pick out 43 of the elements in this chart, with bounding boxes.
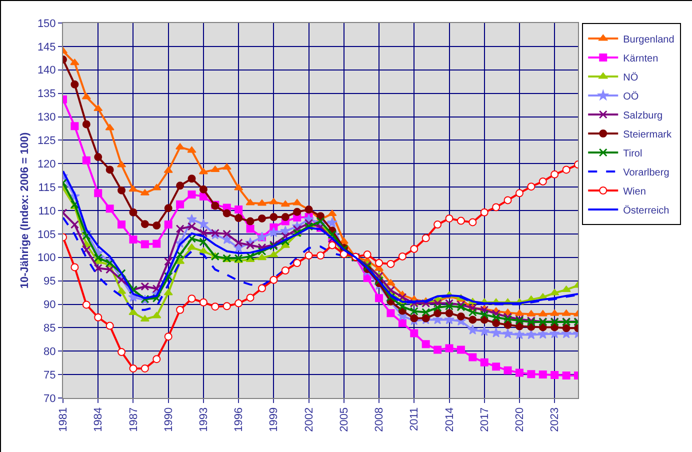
legend-label: Salzburg <box>623 110 663 122</box>
x-tick-label: 2014 <box>444 407 456 432</box>
legend-label: NÖ <box>623 71 638 84</box>
legend-label: Vorarlberg <box>623 167 670 178</box>
y-tick-label: 110 <box>38 205 56 218</box>
y-tick-label: 115 <box>38 182 56 194</box>
y-axis-title: 10-Jährige (Index: 2006 = 100) <box>19 132 32 289</box>
legend-label: Steiermark <box>623 129 672 140</box>
x-tick-label: 2017 <box>478 407 491 432</box>
legend-label: OÖ <box>623 90 639 102</box>
legend-label: Wien <box>623 186 646 198</box>
y-tick-label: 95 <box>44 276 56 288</box>
y-tick-label: 125 <box>37 135 56 148</box>
y-tick-label: 100 <box>37 252 56 264</box>
y-tick-label: 130 <box>37 112 56 124</box>
x-tick-label: 1996 <box>233 407 246 432</box>
y-tick-label: 145 <box>37 41 56 54</box>
x-tick-label: 1990 <box>162 407 175 432</box>
legend-label: Tirol <box>623 148 642 160</box>
y-tick-label: 135 <box>37 88 56 100</box>
y-tick-label: 140 <box>37 64 56 77</box>
x-tick-label: 2005 <box>338 407 350 432</box>
y-tick-label: 120 <box>37 158 56 170</box>
x-tick-label: 1999 <box>268 407 280 432</box>
x-tick-label: 1993 <box>198 407 210 432</box>
y-tick-label: 105 <box>37 228 56 241</box>
legend-label: Kärnten <box>623 53 658 64</box>
y-tick-label: 150 <box>37 18 56 30</box>
y-tick-label: 85 <box>44 322 56 335</box>
y-tick-label: 75 <box>44 369 56 382</box>
x-tick-label: 2020 <box>514 407 526 432</box>
x-tick-label: 2011 <box>408 407 421 432</box>
x-tick-label: 1981 <box>58 407 70 432</box>
y-tick-label: 80 <box>44 346 56 358</box>
y-tick-label: 90 <box>44 299 56 312</box>
x-tick-label: 2002 <box>303 407 316 432</box>
y-tick-label: 70 <box>44 392 56 405</box>
legend-label: Burgenland <box>623 34 674 46</box>
x-tick-label: 2023 <box>549 407 562 432</box>
legend-label: Österreich <box>623 204 670 216</box>
x-tick-label: 2008 <box>374 407 386 432</box>
x-tick-label: 1987 <box>128 407 140 432</box>
x-tick-label: 1984 <box>92 407 105 432</box>
